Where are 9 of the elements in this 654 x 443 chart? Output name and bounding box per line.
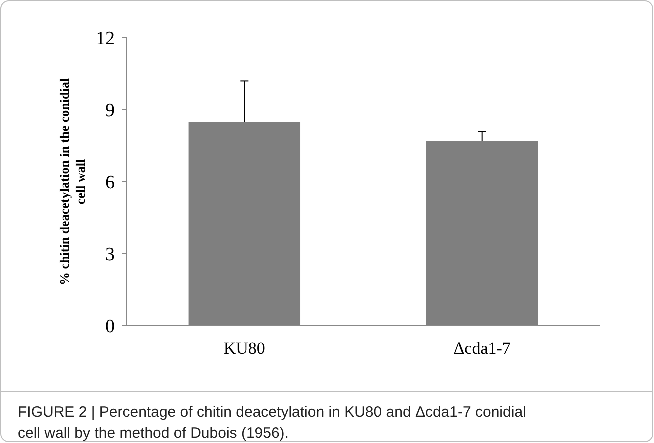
x-tick-label: Δcda1-7 <box>454 339 512 358</box>
y-tick-label: 0 <box>106 316 115 338</box>
y-tick-label: 3 <box>106 244 115 266</box>
y-tick-label: 12 <box>96 28 115 50</box>
caption: FIGURE 2 | Percentage of chitin deacetylation in KU80 and Δcda1-7 conidial cell wall by the method of Dubois (1956). <box>18 404 526 442</box>
y-tick-label: 9 <box>106 100 115 122</box>
x-tick-label: KU80 <box>224 339 266 358</box>
y-axis-title: % chitin deacetylation in the conidial cell wall <box>57 78 88 286</box>
y-tick-label: 6 <box>106 172 115 194</box>
